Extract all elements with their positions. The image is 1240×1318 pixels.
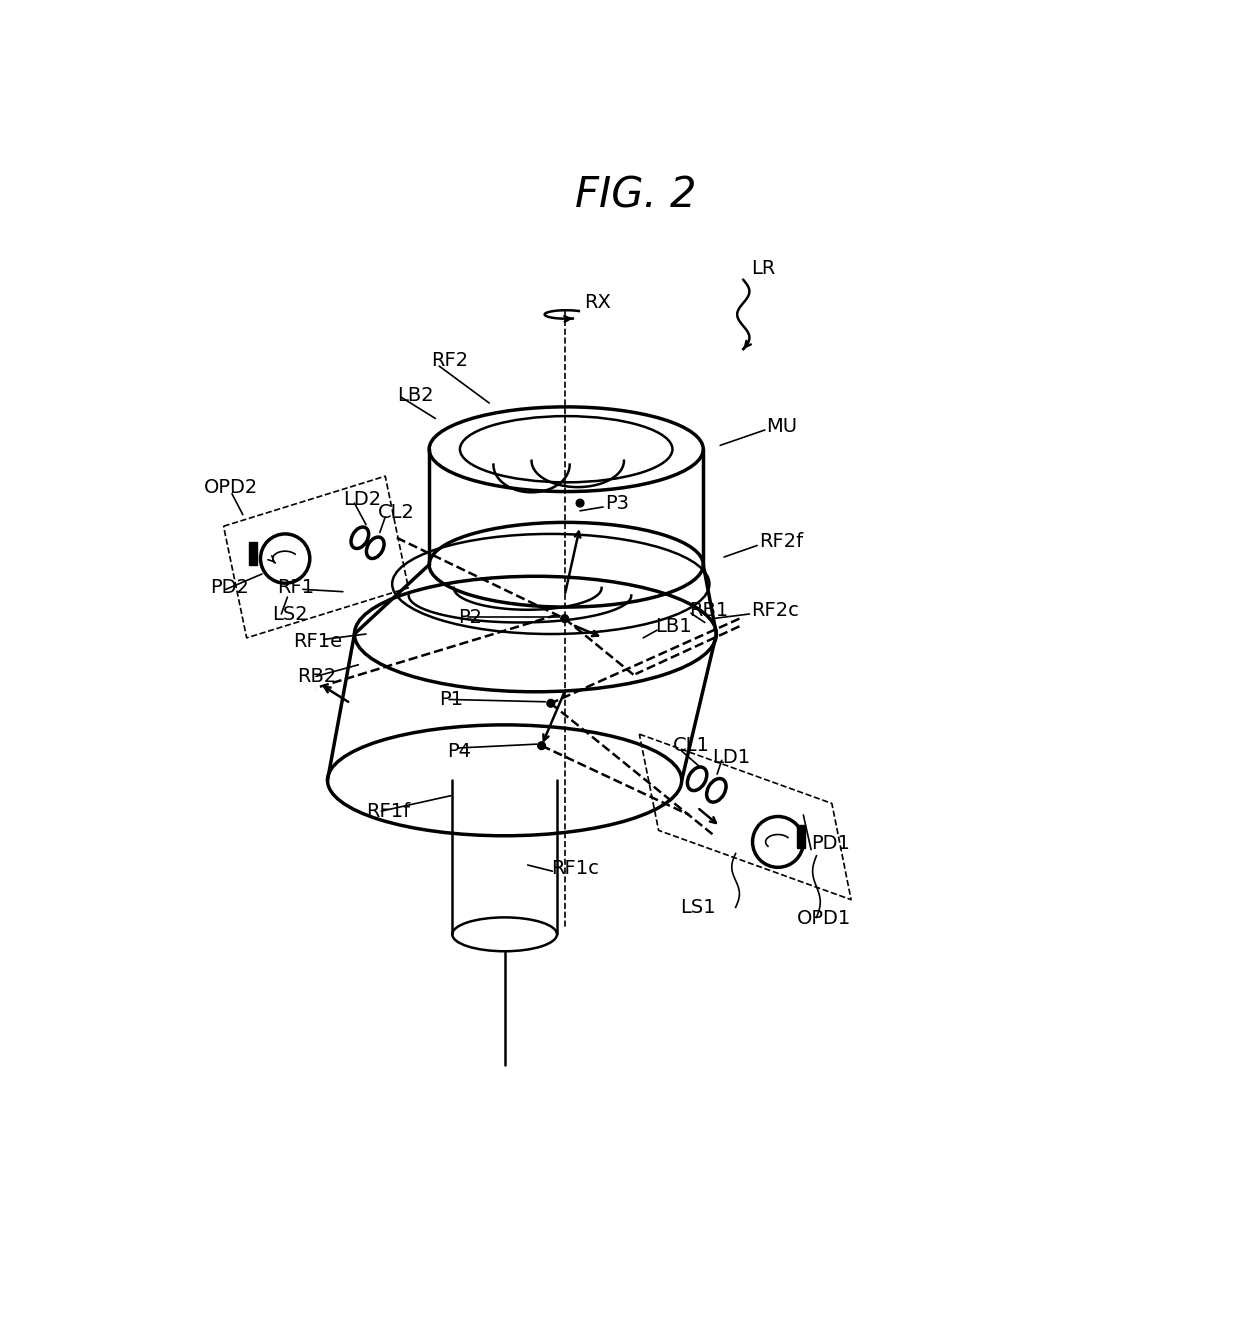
Text: RF1f: RF1f xyxy=(366,801,410,821)
Circle shape xyxy=(547,700,554,708)
Text: RF1: RF1 xyxy=(278,579,315,597)
Text: FIG. 2: FIG. 2 xyxy=(575,174,696,216)
Text: RX: RX xyxy=(584,294,611,312)
Polygon shape xyxy=(797,825,805,847)
Text: LB1: LB1 xyxy=(655,617,692,635)
Text: RF2c: RF2c xyxy=(751,601,799,621)
Text: CL1: CL1 xyxy=(672,737,709,755)
Text: LS1: LS1 xyxy=(681,898,715,917)
Text: RB2: RB2 xyxy=(296,667,336,685)
Circle shape xyxy=(538,742,546,750)
Circle shape xyxy=(577,500,584,507)
Text: MU: MU xyxy=(766,416,797,436)
Text: RB1: RB1 xyxy=(689,601,729,621)
Text: LD2: LD2 xyxy=(343,490,381,509)
Text: PD2: PD2 xyxy=(211,579,249,597)
Text: P2: P2 xyxy=(459,608,482,626)
Text: RF1e: RF1e xyxy=(293,633,342,651)
Text: LD1: LD1 xyxy=(713,747,750,767)
Text: P4: P4 xyxy=(446,742,471,760)
Text: LR: LR xyxy=(751,258,775,278)
Text: RF2f: RF2f xyxy=(759,532,802,551)
Text: OPD2: OPD2 xyxy=(205,478,259,497)
Text: LB2: LB2 xyxy=(397,386,434,405)
Polygon shape xyxy=(249,542,257,564)
Text: PD1: PD1 xyxy=(811,834,849,853)
Text: CL2: CL2 xyxy=(377,503,414,522)
Text: P3: P3 xyxy=(605,494,629,513)
Text: RF1c: RF1c xyxy=(551,859,599,878)
Text: OPD1: OPD1 xyxy=(797,909,852,928)
Text: RF2: RF2 xyxy=(432,351,469,370)
Text: P1: P1 xyxy=(439,689,464,709)
Circle shape xyxy=(560,614,568,622)
Text: LS2: LS2 xyxy=(272,605,308,625)
